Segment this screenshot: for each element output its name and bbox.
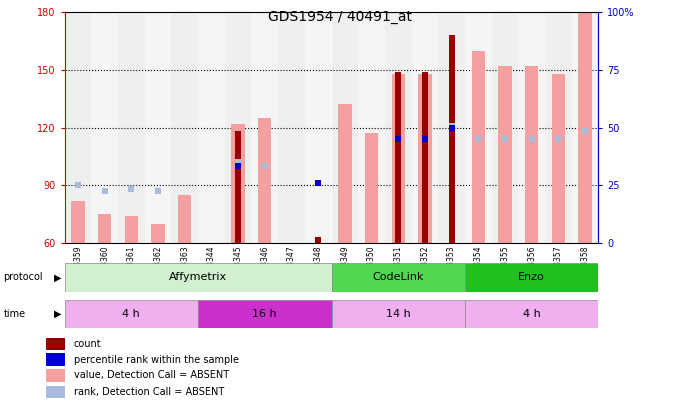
Text: Affymetrix: Affymetrix (169, 273, 227, 282)
Text: 16 h: 16 h (252, 309, 277, 319)
Text: value, Detection Call = ABSENT: value, Detection Call = ABSENT (73, 371, 229, 380)
Text: 4 h: 4 h (122, 309, 140, 319)
Bar (198, 300, 332, 328)
Bar (65, 263, 332, 292)
Bar (65, 12, 91, 243)
Bar (411, 12, 438, 243)
Bar (252, 12, 278, 243)
Bar (305, 12, 331, 243)
Bar (525, 66, 539, 243)
Bar (332, 12, 358, 243)
Bar (518, 12, 545, 243)
Bar (46, 337, 65, 350)
Bar (395, 72, 401, 243)
Bar (231, 124, 245, 243)
Bar (492, 12, 518, 243)
Bar (152, 224, 165, 243)
Text: 14 h: 14 h (386, 309, 411, 319)
Bar (551, 74, 565, 243)
Bar (91, 12, 118, 243)
Bar (71, 201, 84, 243)
Text: Enzo: Enzo (518, 273, 545, 282)
Text: time: time (3, 309, 26, 319)
Bar (46, 386, 65, 398)
Bar (118, 12, 145, 243)
Bar (385, 12, 411, 243)
Bar (572, 12, 598, 243)
Bar (235, 131, 241, 243)
Bar (258, 118, 271, 243)
Bar (392, 74, 405, 243)
Text: percentile rank within the sample: percentile rank within the sample (73, 354, 239, 364)
Bar (224, 12, 252, 243)
Text: protocol: protocol (3, 273, 43, 282)
Bar (438, 12, 465, 243)
Bar (315, 237, 321, 243)
Bar (332, 263, 465, 292)
Bar (579, 12, 592, 243)
Bar (98, 214, 112, 243)
Bar (171, 12, 198, 243)
Bar (498, 66, 511, 243)
Bar (465, 263, 598, 292)
Text: 4 h: 4 h (523, 309, 541, 319)
Text: count: count (73, 339, 101, 349)
Bar (124, 216, 138, 243)
Bar (418, 74, 432, 243)
Bar (422, 72, 428, 243)
Text: ▶: ▶ (54, 309, 61, 319)
Bar (332, 300, 465, 328)
Bar (198, 12, 224, 243)
Bar (365, 133, 378, 243)
Bar (145, 12, 171, 243)
Bar (338, 104, 352, 243)
Text: ▶: ▶ (54, 273, 61, 282)
Bar (472, 51, 485, 243)
Text: rank, Detection Call = ABSENT: rank, Detection Call = ABSENT (73, 387, 224, 397)
Bar (178, 195, 191, 243)
Bar (465, 300, 598, 328)
Bar (545, 12, 572, 243)
Bar (46, 353, 65, 366)
Text: CodeLink: CodeLink (373, 273, 424, 282)
Bar (46, 369, 65, 382)
Text: GDS1954 / 40491_at: GDS1954 / 40491_at (268, 10, 412, 24)
Bar (465, 12, 492, 243)
Bar (358, 12, 385, 243)
Bar (65, 300, 198, 328)
Bar (449, 35, 455, 243)
Bar (278, 12, 305, 243)
